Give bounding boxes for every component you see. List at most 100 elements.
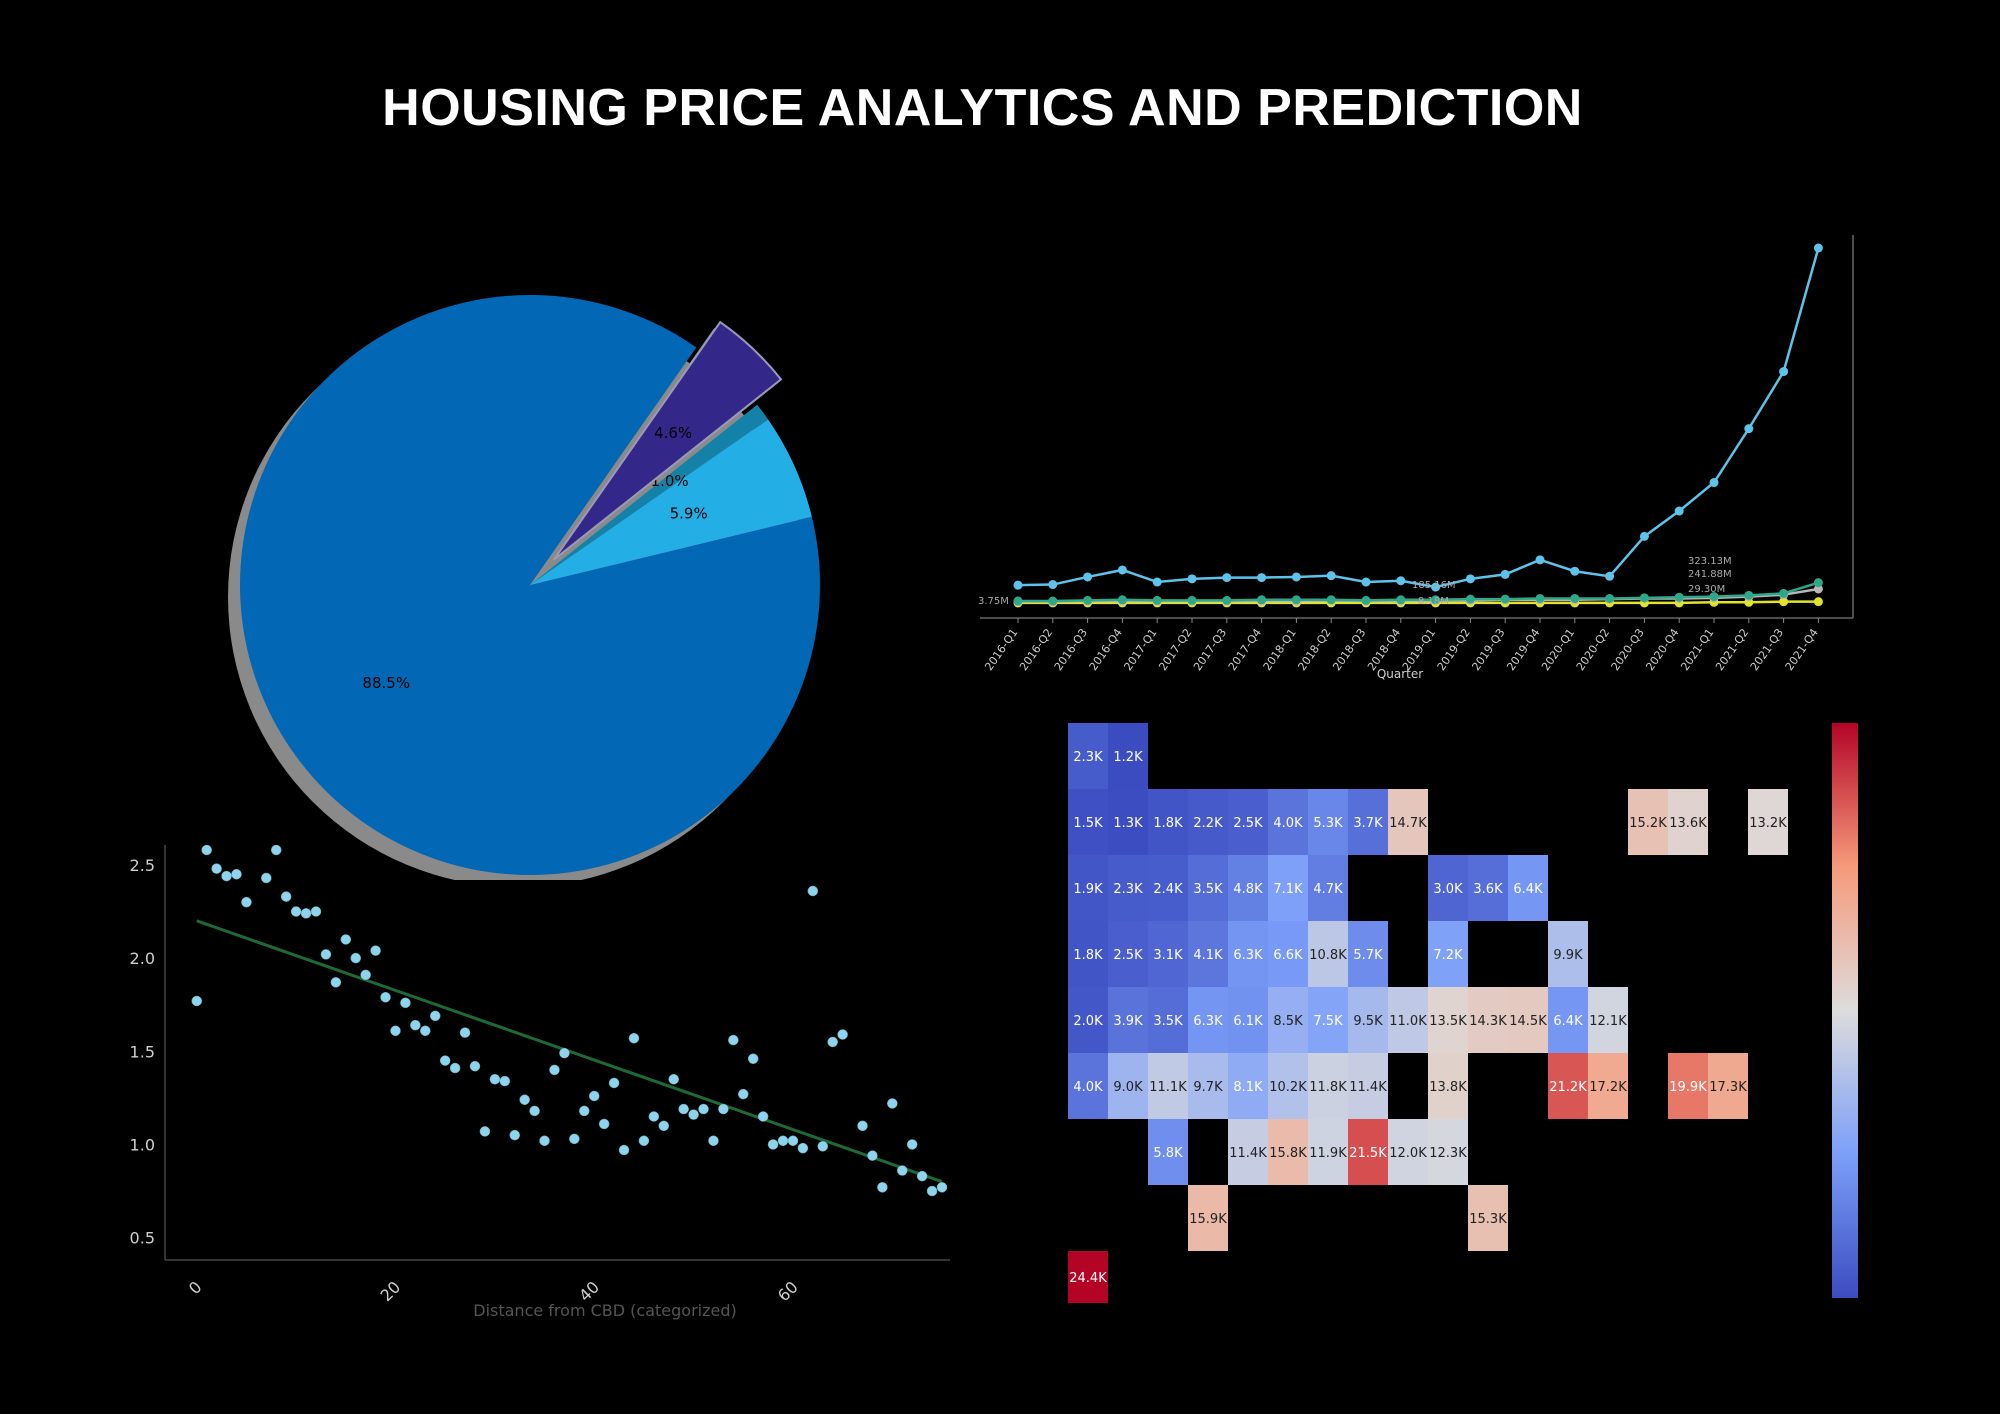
- x-tick-label: 2018-Q2: [1295, 626, 1333, 673]
- scatter-point: [280, 891, 292, 902]
- scatter-point: [787, 1135, 799, 1146]
- heatmap-cell: [1108, 789, 1148, 855]
- heatmap-cell-label: 6.6K: [1273, 948, 1303, 963]
- series-point: [1431, 582, 1441, 592]
- heatmap-cell: [1388, 987, 1428, 1053]
- heatmap-cell-label: 6.4K: [1513, 882, 1543, 897]
- x-tick-label: 2021-Q1: [1678, 626, 1716, 673]
- heatmap-cell-label: 21.5K: [1349, 1146, 1387, 1161]
- heatmap-cell: [1588, 987, 1628, 1053]
- series-point: [1361, 577, 1371, 587]
- heatmap-cell-label: 14.5K: [1509, 1014, 1547, 1029]
- scatter-point: [340, 934, 352, 945]
- heatmap-cell: [1228, 1119, 1268, 1185]
- pie-slice: [530, 419, 812, 585]
- series-point: [1709, 478, 1719, 488]
- heatmap-cell: [1068, 1251, 1108, 1303]
- heatmap-cell-label: 2.0K: [1073, 1014, 1103, 1029]
- series-point: [1048, 580, 1058, 590]
- scatter-point: [241, 896, 252, 908]
- x-tick-label: 2019-Q3: [1469, 626, 1507, 673]
- heatmap-cell: [1148, 789, 1188, 855]
- scatter-point: [678, 1103, 689, 1115]
- series-point: [1813, 597, 1823, 607]
- scatter-point: [767, 1139, 779, 1150]
- pie-slice-label: 88.5%: [362, 674, 410, 692]
- pie-slice-label: 5.9%: [670, 505, 708, 523]
- heatmap-cell-label: 15.2K: [1629, 816, 1667, 831]
- heatmap-cell-label: 2.4K: [1153, 882, 1183, 897]
- heatmap-cell-label: 4.7K: [1313, 882, 1343, 897]
- heatmap-cell: [1228, 921, 1268, 987]
- heatmap-cell: [1228, 855, 1268, 921]
- heatmap-cell-label: 13.2K: [1749, 816, 1787, 831]
- heatmap-cell: [1228, 1053, 1268, 1119]
- series-point: [1639, 593, 1649, 603]
- heatmap-cell-label: 9.5K: [1353, 1014, 1383, 1029]
- series-point: [1257, 573, 1267, 583]
- x-tick-label: 2019-Q2: [1435, 626, 1473, 673]
- pie-slice-label: 1.0%: [651, 472, 689, 490]
- series-point: [1083, 595, 1093, 605]
- series-point: [1431, 595, 1441, 605]
- heatmap-cell-label: 13.8K: [1429, 1080, 1467, 1095]
- scatter-point: [519, 1094, 530, 1105]
- heatmap-cell: [1268, 855, 1308, 921]
- heatmap-cell: [1308, 987, 1348, 1053]
- x-axis-label: Distance from CBD (categorized): [473, 1301, 737, 1320]
- series-point: [1605, 571, 1615, 581]
- series-point: [1326, 595, 1336, 605]
- series-point: [1152, 577, 1162, 587]
- scatter-point: [747, 1053, 759, 1064]
- heatmap-cell: [1708, 1053, 1748, 1119]
- pie-slice: [240, 295, 821, 875]
- scatter-point: [400, 997, 411, 1009]
- heatmap-cell: [1348, 1119, 1388, 1185]
- heatmap-cell-label: 3.9K: [1113, 1014, 1143, 1029]
- heatmap-cell: [1148, 1053, 1188, 1119]
- heatmap-cell: [1428, 987, 1468, 1053]
- heatmap-cell: [1188, 1053, 1228, 1119]
- heatmap-cell-label: 2.3K: [1113, 882, 1143, 897]
- scatter-point: [608, 1077, 620, 1089]
- heatmap-cell-label: 7.5K: [1313, 1014, 1343, 1029]
- heatmap-cell: [1388, 789, 1428, 855]
- scatter-point: [757, 1111, 769, 1122]
- heatmap-cell: [1428, 1119, 1468, 1185]
- scatter-point: [310, 906, 322, 917]
- scatter-point: [410, 1019, 421, 1031]
- scatter-point: [926, 1185, 938, 1197]
- scatter-point: [320, 949, 332, 960]
- heatmap-cell: [1268, 921, 1308, 987]
- x-tick-label: 2021-Q4: [1783, 626, 1821, 673]
- heatmap-cell: [1068, 723, 1108, 789]
- heatmap-cell-label: 2.5K: [1113, 948, 1143, 963]
- heatmap-cell-label: 2.3K: [1073, 750, 1103, 765]
- series-point: [1500, 569, 1510, 579]
- scatter-point: [618, 1144, 630, 1156]
- scatter-point: [300, 908, 312, 919]
- scatter-point: [449, 1062, 461, 1074]
- series-point: [1535, 555, 1545, 565]
- heatmap-cell: [1108, 921, 1148, 987]
- heatmap-cell: [1468, 987, 1508, 1053]
- heatmap-cell: [1148, 987, 1188, 1053]
- heatmap-cell: [1068, 921, 1108, 987]
- series-point: [1744, 424, 1754, 434]
- scatter-point: [380, 991, 391, 1003]
- scatter-point: [648, 1111, 660, 1122]
- heatmap-cell-label: 9.7K: [1193, 1080, 1223, 1095]
- x-tick-label: 2017-Q2: [1156, 626, 1194, 673]
- x-tick-label: 60: [774, 1277, 802, 1305]
- series-point: [1570, 566, 1580, 576]
- heatmap-cell-label: 7.2K: [1433, 948, 1463, 963]
- scatter-point: [489, 1073, 501, 1085]
- value-annotation: 8.18M: [1418, 596, 1449, 607]
- value-annotation: 3.75M: [978, 596, 1009, 607]
- scatter-point: [370, 945, 381, 956]
- pie-slice-label: 4.6%: [654, 424, 692, 442]
- value-annotation: 29.30M: [1688, 584, 1725, 595]
- heatmap-cell: [1468, 1185, 1508, 1251]
- y-tick-label: 1.5: [130, 1042, 155, 1061]
- heatmap-cell: [1228, 987, 1268, 1053]
